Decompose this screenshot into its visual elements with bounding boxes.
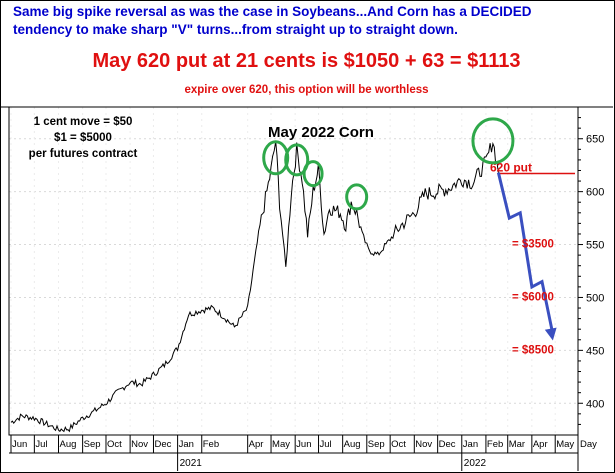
header-line-2: tendency to make sharp "V" turns...from … — [13, 22, 458, 37]
x-tick-label: Apr — [249, 439, 264, 450]
x-tick-label: Dec — [154, 439, 171, 450]
subline: expire over 620, this option will be wor… — [184, 84, 429, 96]
x-tick-label: Dec — [439, 439, 456, 450]
note-line-2: $1 = $5000 — [54, 132, 112, 144]
price-line-series — [10, 141, 499, 433]
y-tick-label: 400 — [586, 398, 604, 410]
risk-labels: = $3500 = $6000 = $8500 — [512, 239, 554, 357]
x-tick-label: Apr — [533, 439, 548, 450]
x-tick-label: May — [272, 439, 290, 450]
reversal-circle — [345, 183, 369, 211]
note-line-3: per futures contract — [29, 148, 138, 160]
reversal-circles — [262, 117, 515, 211]
y-tick-label: 550 — [586, 240, 604, 252]
x-tick-label: Oct — [391, 439, 406, 450]
y-tick-label: 450 — [586, 345, 604, 357]
x-tick-label: Jun — [296, 439, 311, 450]
x-tick-label: Jun — [12, 439, 27, 450]
chart-title: May 2022 Corn — [268, 124, 374, 141]
header-line-1: Same big spike reversal as was the case … — [13, 4, 532, 19]
projection-arrowhead — [544, 327, 557, 341]
headline: May 620 put at 21 cents is $1050 + 63 = … — [92, 50, 521, 72]
header-panel: Same big spike reversal as was the case … — [1, 1, 612, 105]
y-axis: 400 450 500 550 600 650 — [578, 117, 604, 425]
x-tick-label: Aug — [344, 439, 361, 450]
reversal-circle — [471, 117, 515, 165]
x-tick-label: Oct — [107, 439, 122, 450]
year-label: 2021 — [180, 458, 203, 469]
x-tick-label: Jan — [463, 439, 478, 450]
x-tick-label: Nov — [415, 439, 432, 450]
reversal-circle — [262, 140, 290, 176]
x-tick-label: Nov — [131, 439, 148, 450]
x-axis: Jun Jul Aug Sep Oct Nov Dec Jan Feb Apr May Jun Jul A… — [10, 435, 597, 453]
x-tick-label: Sep — [368, 439, 385, 450]
y-tick-label: 500 — [586, 292, 604, 304]
grid-lines — [9, 107, 578, 435]
x-tick-label: Aug — [59, 439, 76, 450]
reversal-circle — [284, 143, 310, 177]
x-tick-label: Jan — [179, 439, 194, 450]
x-axis-unit-label: Day — [580, 439, 597, 450]
risk-label: = $3500 — [512, 239, 554, 251]
x-tick-label: Feb — [487, 439, 503, 450]
projected-path — [496, 172, 555, 335]
put-label: 620 put — [490, 160, 532, 174]
year-label: 2022 — [464, 458, 487, 469]
risk-label: = $8500 — [512, 344, 554, 356]
note-line-1: 1 cent move = $50 — [34, 116, 133, 128]
y-tick-label: 600 — [586, 187, 604, 199]
x-tick-label: Sep — [84, 439, 101, 450]
year-axis: 2021 2022 — [177, 453, 487, 471]
x-tick-label: Jul — [35, 439, 47, 450]
x-tick-label: May — [556, 439, 574, 450]
x-tick-label: Feb — [203, 439, 219, 450]
risk-label: = $6000 — [512, 291, 554, 303]
x-tick-label: Mar — [509, 439, 525, 450]
x-tick-label: Jul — [320, 439, 332, 450]
y-tick-label: 650 — [586, 134, 604, 146]
reversal-circle — [302, 160, 324, 188]
